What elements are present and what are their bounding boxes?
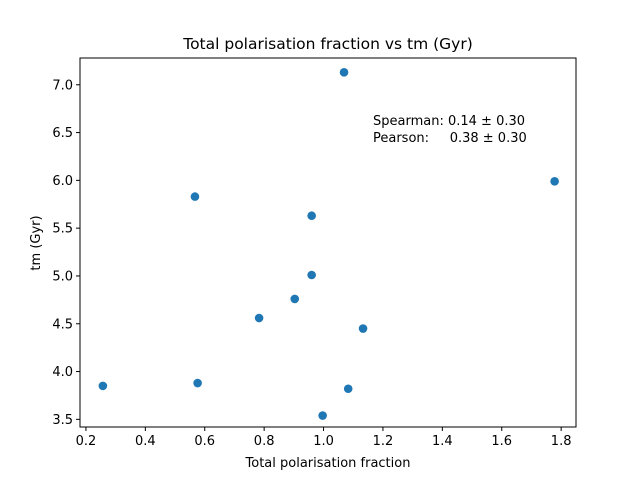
y-tick-label: 4.0: [52, 365, 73, 380]
data-point: [307, 211, 316, 221]
x-axis-ticks: 0.2 0.4 0.6 0.8 1.0 1.2 1.4 1.6 1.8: [76, 427, 572, 449]
spearman-annotation: Spearman: 0.14 ± 0.30: [373, 114, 525, 129]
data-point: [254, 313, 264, 323]
x-tick-label: 1.0: [313, 434, 334, 449]
y-tick-label: 4.5: [52, 317, 73, 332]
y-tick-label: 7.0: [52, 78, 73, 93]
data-point: [307, 270, 316, 280]
x-tick-label: 0.8: [254, 434, 275, 449]
x-tick-label: 0.2: [76, 434, 97, 449]
x-tick-label: 0.4: [135, 434, 156, 449]
data-point: [343, 384, 353, 394]
pearson-annotation: Pearson: 0.38 ± 0.30: [373, 131, 527, 146]
data-point: [290, 294, 300, 304]
data-point: [339, 68, 349, 77]
y-tick-label: 6.5: [52, 126, 73, 141]
x-axis-label: Total polarisation fraction: [245, 456, 411, 471]
y-tick-label: 5.0: [52, 269, 73, 284]
data-point: [190, 192, 200, 201]
chart-title: Total polarisation fraction vs tm (Gyr): [182, 35, 473, 53]
data-point: [358, 324, 368, 333]
data-point: [193, 378, 202, 388]
x-tick-label: 1.4: [432, 434, 453, 449]
x-tick-label: 1.2: [373, 434, 394, 449]
x-tick-label: 1.8: [551, 434, 572, 449]
y-tick-label: 5.5: [52, 222, 73, 237]
y-axis-ticks: 3.5 4.0 4.5 5.0 5.5 6.0 6.5 7.0: [52, 78, 80, 428]
data-point: [98, 381, 108, 391]
y-tick-label: 6.0: [52, 174, 73, 189]
x-tick-label: 0.6: [194, 434, 215, 449]
points-layer: [98, 68, 559, 420]
data-point: [318, 411, 327, 420]
x-tick-label: 1.6: [491, 434, 512, 449]
y-tick-label: 3.5: [52, 413, 73, 428]
plot-frame: [79, 57, 577, 428]
data-point: [550, 177, 559, 186]
y-axis-label: tm (Gyr): [29, 215, 44, 270]
